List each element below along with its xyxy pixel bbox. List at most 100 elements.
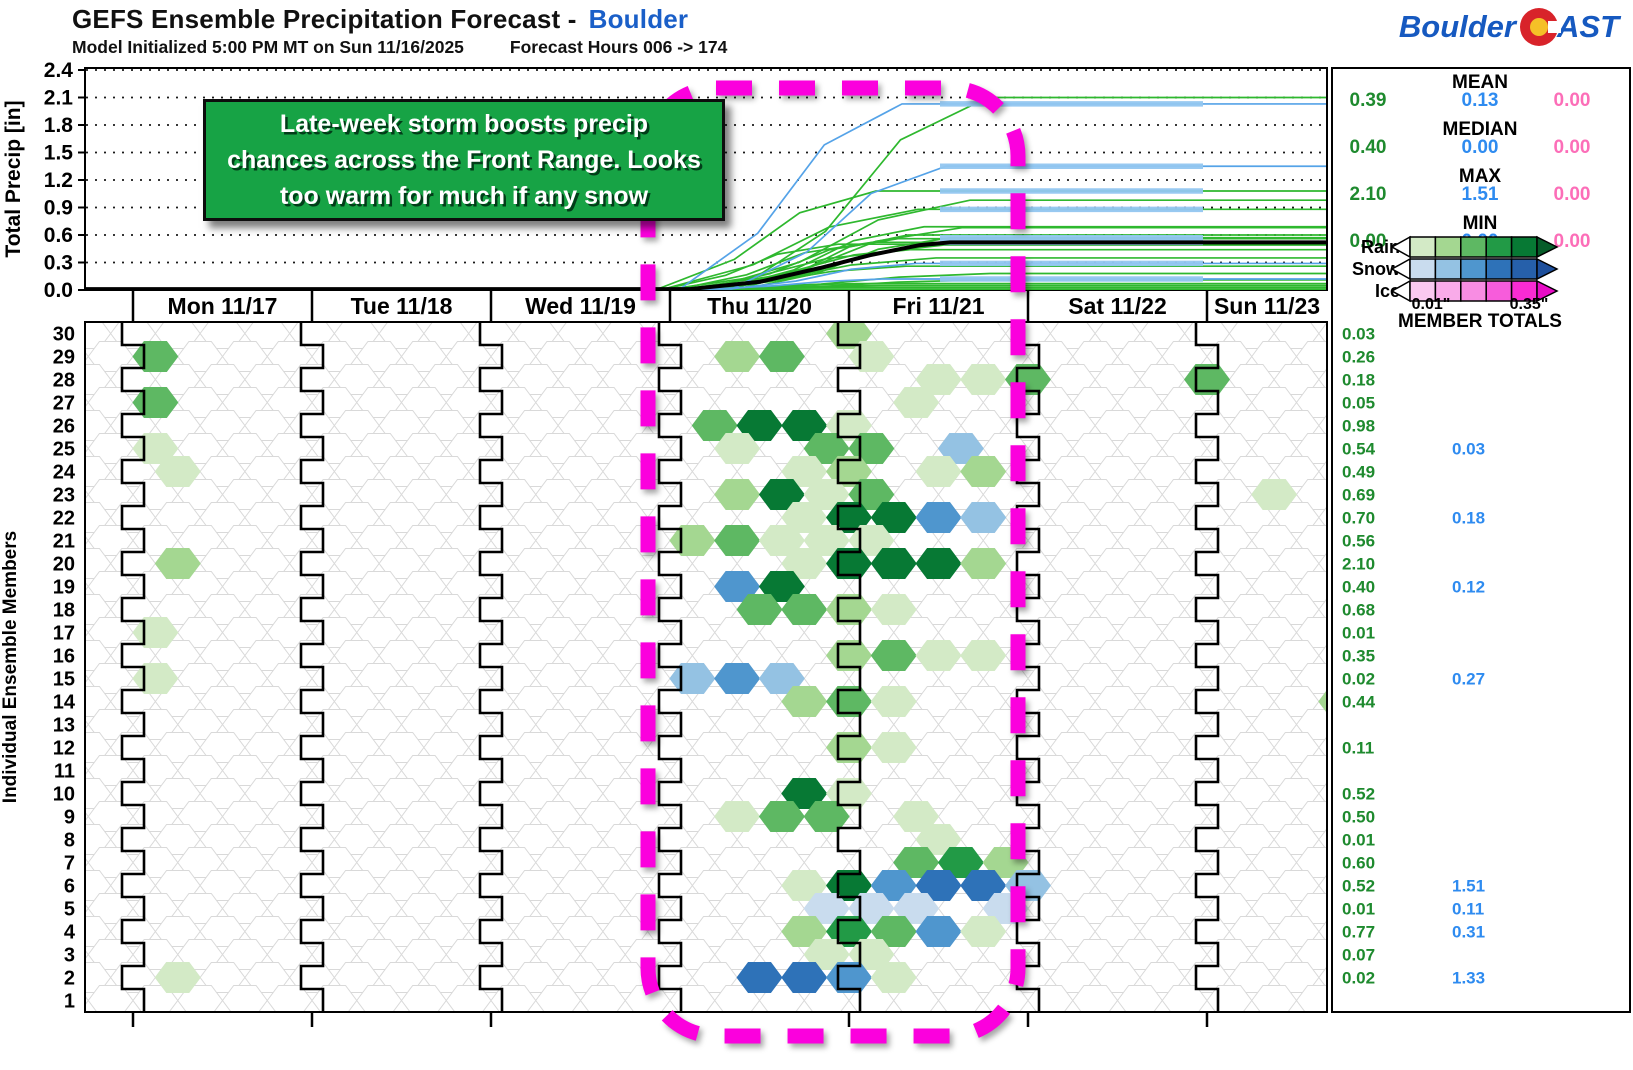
top-chart-ylabel: Total Precip [in] bbox=[2, 100, 25, 257]
logo-boulder-text: Boulder bbox=[1398, 9, 1516, 44]
stat-snow-value: 0.00 bbox=[1462, 137, 1499, 158]
legend-head-arrow-icon bbox=[1536, 257, 1559, 281]
member-total-rain: 0.01 bbox=[1342, 831, 1375, 850]
member-axis-label: 21 bbox=[53, 531, 75, 553]
hex-cell-precip bbox=[870, 962, 917, 993]
member-axis-label: 12 bbox=[53, 738, 75, 760]
member-axis-label: 18 bbox=[53, 600, 75, 622]
hex-cell-precip bbox=[960, 456, 1007, 487]
member-total-snow: 0.18 bbox=[1452, 509, 1485, 528]
hex-cell-precip bbox=[154, 962, 201, 993]
member-total-rain: 0.35 bbox=[1342, 647, 1375, 666]
stat-label: MEAN bbox=[1452, 72, 1508, 93]
day-label: Sun 11/23 bbox=[1214, 293, 1320, 319]
legend-color-cell bbox=[1460, 236, 1487, 258]
hex-cell-precip bbox=[960, 640, 1007, 671]
stat-ice-value: 0.00 bbox=[1554, 137, 1591, 158]
legend-color-cell bbox=[1485, 280, 1513, 302]
hex-cell-precip bbox=[960, 502, 1007, 533]
y-tick-label: 2.1 bbox=[44, 87, 74, 110]
y-tick-label: 0.6 bbox=[44, 224, 73, 247]
hex-cell-empty bbox=[1318, 737, 1326, 758]
y-tick-label: 0.3 bbox=[44, 252, 73, 275]
member-total-rain: 0.68 bbox=[1342, 601, 1375, 620]
member-total-rain: 0.02 bbox=[1342, 969, 1375, 988]
member-total-rain: 0.54 bbox=[1342, 440, 1376, 459]
hex-cell-precip bbox=[960, 548, 1007, 579]
member-axis-label: 7 bbox=[64, 853, 75, 875]
day-boundary-zigzag bbox=[657, 323, 683, 1011]
legend-row-label: Rain bbox=[1361, 237, 1400, 257]
hex-cell-precip bbox=[870, 732, 917, 763]
member-axis-label: 20 bbox=[53, 554, 75, 576]
subtitle: Model Initialized 5:00 PM MT on Sun 11/1… bbox=[72, 37, 727, 58]
member-total-snow: 1.51 bbox=[1452, 877, 1485, 896]
member-total-rain: 0.49 bbox=[1342, 463, 1375, 482]
bottom-chart-frame bbox=[84, 321, 1328, 1013]
hex-cell-empty bbox=[1318, 415, 1326, 436]
hex-cell-precip bbox=[803, 801, 850, 832]
member-axis-label: 30 bbox=[53, 324, 75, 346]
hex-cell-precip bbox=[870, 686, 917, 717]
hex-cell-precip bbox=[893, 387, 940, 418]
hex-cell-empty bbox=[1318, 921, 1326, 942]
y-tick-label: 0.0 bbox=[44, 279, 73, 302]
hex-cell-empty bbox=[1318, 369, 1326, 390]
member-total-rain: 2.10 bbox=[1342, 555, 1375, 574]
stat-snow-value: 1.51 bbox=[1462, 184, 1499, 205]
hex-cell-precip bbox=[1318, 691, 1326, 712]
legend-max-label: 0.35" bbox=[1510, 296, 1549, 313]
forecast-annotation-box: Late-week storm boosts precip chances ac… bbox=[203, 99, 725, 221]
stat-ice-value: 0.00 bbox=[1554, 231, 1591, 252]
member-axis-label: 2 bbox=[64, 968, 75, 990]
ensemble-mean-line bbox=[86, 240, 1326, 290]
member-axis-label: 26 bbox=[53, 416, 75, 438]
member-lines bbox=[86, 96, 1326, 290]
legend-color-cell bbox=[1510, 236, 1538, 258]
member-axis-label: 5 bbox=[64, 899, 75, 921]
day-label: Wed 11/19 bbox=[525, 293, 636, 319]
member-total-rain: 0.26 bbox=[1342, 348, 1375, 367]
member-axis-label: 19 bbox=[53, 577, 75, 599]
member-total-snow: 0.11 bbox=[1452, 900, 1484, 919]
hex-cell-empty bbox=[1295, 985, 1326, 1011]
hex-cell-precip bbox=[960, 916, 1007, 947]
member-axis-label: 10 bbox=[53, 784, 75, 806]
day-label: Tue 11/18 bbox=[351, 293, 453, 319]
annotation-line-1: Late-week storm boosts precip bbox=[279, 110, 649, 138]
member-total-rain: 0.18 bbox=[1342, 371, 1375, 390]
legend-head-arrow-icon bbox=[1536, 279, 1559, 303]
day-boundary-zigzag bbox=[478, 323, 504, 1011]
member-total-rain: 0.03 bbox=[1342, 325, 1375, 344]
member-axis-label: 24 bbox=[53, 462, 76, 484]
member-axis-label: 13 bbox=[53, 715, 75, 737]
forecast-hours-text: Forecast Hours 006 -> 174 bbox=[509, 37, 728, 57]
member-axis-label: 16 bbox=[53, 646, 75, 668]
day-label: Fri 11/21 bbox=[892, 293, 984, 319]
legend-head-arrow-icon bbox=[1536, 235, 1559, 259]
member-axis-label: 15 bbox=[53, 669, 75, 691]
stat-label: MIN bbox=[1463, 213, 1498, 234]
member-total-rain: 0.11 bbox=[1342, 739, 1374, 758]
hex-cell-precip bbox=[714, 433, 761, 464]
member-total-rain: 0.07 bbox=[1342, 946, 1375, 965]
y-tick-label: 1.2 bbox=[44, 169, 73, 192]
day-boundary-zigzag bbox=[120, 323, 146, 1011]
legend-color-cell bbox=[1409, 236, 1437, 258]
member-axis-label: 22 bbox=[53, 508, 75, 530]
init-time-text: Model Initialized 5:00 PM MT on Sun 11/1… bbox=[72, 37, 464, 57]
member-total-rain: 0.56 bbox=[1342, 532, 1375, 551]
member-axis-label: 17 bbox=[53, 623, 75, 645]
day-boundary-zigzag bbox=[836, 323, 862, 1011]
day-axis: Mon 11/17 Tue 11/18 Wed 11/19 Thu 11/20 Fri … bbox=[131, 290, 1320, 322]
hex-cell-precip bbox=[154, 548, 201, 579]
day-boundary-zigzag bbox=[1194, 323, 1220, 1011]
stat-label: MEDIAN bbox=[1443, 119, 1518, 140]
member-axis-label: 29 bbox=[53, 347, 75, 369]
member-total-rain: 0.60 bbox=[1342, 854, 1375, 873]
member-axis-label: 4 bbox=[64, 922, 76, 944]
y-tick-label: 2.4 bbox=[44, 59, 74, 82]
member-axis-label: 1 bbox=[64, 991, 75, 1013]
member-total-snow: 0.03 bbox=[1452, 440, 1485, 459]
